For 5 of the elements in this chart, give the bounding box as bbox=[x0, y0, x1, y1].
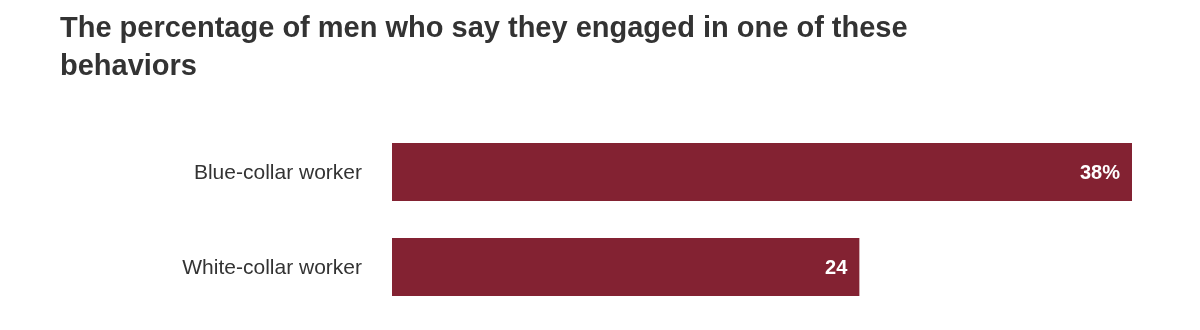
data-label: 24 bbox=[825, 256, 849, 279]
chart-title: The percentage of men who say they engaged in one of these behaviors bbox=[60, 10, 909, 83]
y-tick-label: Blue-collar worker bbox=[193, 159, 362, 183]
y-tick-label: White-collar worker bbox=[182, 254, 362, 278]
data-label: 38% bbox=[1079, 161, 1121, 184]
